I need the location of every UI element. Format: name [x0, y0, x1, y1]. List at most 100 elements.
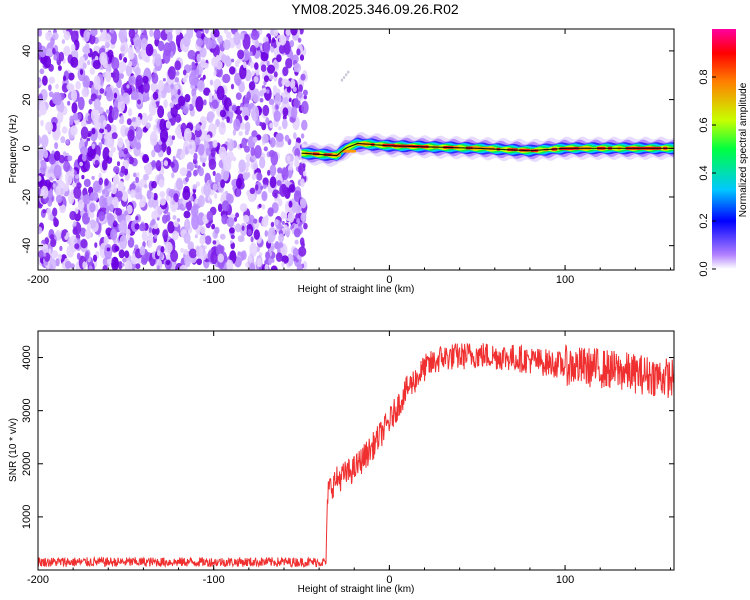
noise-blob	[84, 43, 90, 54]
noise-blob	[109, 56, 113, 63]
noise-blob	[179, 167, 188, 177]
noise-blob	[269, 74, 274, 80]
noise-blob	[151, 149, 156, 158]
noise-blob	[209, 79, 214, 86]
noise-blob	[266, 60, 270, 66]
noise-blob	[135, 176, 140, 183]
noise-blob	[278, 77, 284, 87]
noise-blob	[93, 98, 101, 111]
noise-blob	[183, 33, 191, 48]
noise-blob	[138, 223, 146, 232]
noise-blob	[183, 210, 191, 219]
noise-blob	[187, 241, 194, 251]
noise-blob	[223, 159, 232, 172]
noise-blob	[262, 133, 269, 144]
noise-blob	[180, 247, 185, 254]
noise-blob	[121, 263, 125, 267]
noise-blob	[269, 176, 277, 189]
noise-blob	[202, 162, 206, 167]
noise-blob	[103, 235, 109, 246]
noise-blob	[261, 203, 266, 210]
noise-blob	[289, 40, 295, 48]
noise-blob	[69, 210, 77, 221]
noise-blob	[110, 228, 118, 241]
noise-blob	[264, 264, 269, 270]
noise-blob	[39, 243, 45, 250]
noise-blob	[118, 29, 127, 43]
noise-blob	[236, 78, 241, 87]
noise-blob	[110, 29, 115, 34]
noise-blob	[208, 158, 217, 170]
y-tick-label: -40	[21, 238, 33, 254]
signal-core-segment	[341, 149, 356, 153]
noise-blob	[74, 207, 79, 215]
noise-blob	[171, 172, 175, 179]
noise-blob	[300, 73, 306, 81]
noise-blob	[286, 253, 294, 267]
spectrogram-y-label: Frequency (Hz)	[8, 115, 19, 184]
noise-blob	[137, 99, 141, 105]
noise-blob	[213, 70, 217, 77]
noise-blob	[229, 227, 235, 234]
noise-blob	[143, 173, 149, 181]
noise-blob	[279, 34, 287, 46]
noise-blob	[53, 54, 57, 61]
noise-blob	[249, 61, 255, 69]
noise-blob	[287, 211, 295, 223]
noise-blob	[240, 235, 245, 242]
noise-blob	[165, 260, 171, 266]
noise-blob	[64, 260, 72, 269]
noise-blob	[260, 185, 264, 190]
noise-blob	[169, 102, 174, 108]
noise-blob	[162, 49, 171, 64]
noise-blob	[199, 235, 206, 245]
noise-blob	[277, 198, 283, 207]
noise-blob	[128, 60, 133, 67]
noise-blob	[269, 137, 276, 148]
noise-blob	[294, 155, 299, 163]
colorbar-label: Normalized spectral amplitude	[738, 82, 749, 217]
noise-blob	[141, 230, 148, 242]
noise-blob	[121, 208, 125, 214]
noise-blob	[299, 237, 305, 246]
noise-blob	[267, 227, 276, 243]
noise-blob	[199, 47, 207, 58]
noise-blob	[64, 235, 69, 240]
noise-speck	[347, 70, 350, 74]
noise-blob	[182, 188, 191, 200]
noise-blob	[285, 35, 290, 41]
noise-blob	[214, 193, 218, 199]
noise-blob	[102, 189, 106, 195]
noise-blob	[182, 77, 188, 83]
noise-blob	[192, 55, 196, 61]
noise-blob	[107, 49, 114, 59]
noise-blob	[39, 159, 47, 173]
noise-blob	[111, 106, 119, 121]
noise-blob	[128, 29, 136, 39]
noise-blob	[50, 250, 59, 259]
noise-blob	[82, 75, 90, 89]
noise-blob	[52, 207, 58, 217]
spectrogram-y-axis: -40 -20 0 20 40	[21, 45, 674, 254]
noise-blob	[244, 115, 249, 121]
noise-blob	[163, 99, 168, 109]
noise-blob	[247, 192, 256, 203]
noise-blob	[259, 89, 265, 97]
noise-blob	[270, 46, 275, 53]
noise-blob	[238, 131, 243, 136]
noise-blob	[81, 87, 90, 98]
noise-blob	[61, 126, 68, 134]
noise-blob	[263, 41, 271, 54]
noise-blob	[173, 193, 179, 203]
noise-blob	[175, 29, 181, 36]
noise-blob	[285, 29, 292, 36]
noise-blob	[54, 142, 59, 150]
noise-blob	[150, 192, 155, 199]
noise-blob	[103, 129, 108, 134]
noise-blob	[258, 203, 262, 208]
noise-blob	[205, 147, 211, 156]
noise-blob	[126, 204, 133, 215]
noise-blob	[68, 191, 75, 205]
noise-blob	[143, 81, 150, 93]
